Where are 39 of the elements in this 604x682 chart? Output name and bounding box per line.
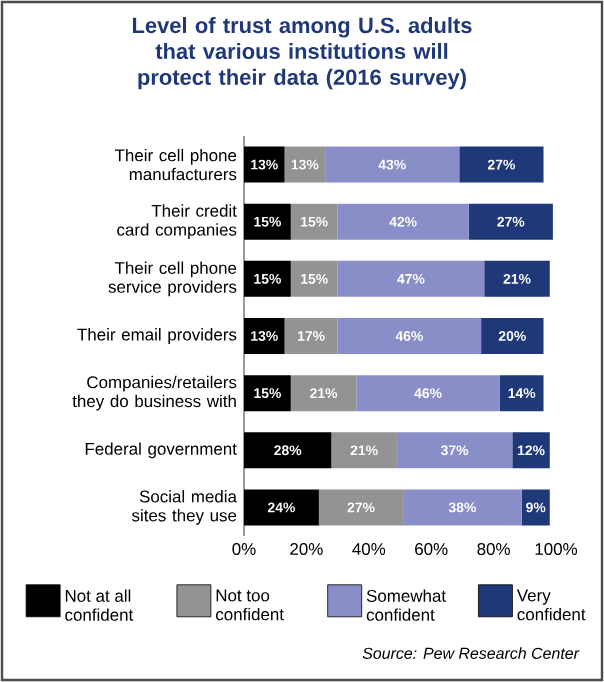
bar [403,489,522,526]
bar [290,260,338,297]
bar [356,375,500,412]
bar [481,318,544,355]
bar [499,375,544,412]
x-tick-label: 100% [535,543,578,556]
bar [459,146,544,183]
y-tick-label: Their credit card companies [117,204,237,240]
y-tick-label: Companies/retailers they do business with [72,375,237,411]
bar [468,203,553,240]
legend-label: Not too confident [216,589,284,621]
bar [318,489,404,526]
y-tick-label: Social media sites they use [131,490,237,525]
bar [512,432,550,469]
bar [337,203,469,240]
bar [290,203,338,240]
bar [325,146,460,183]
bar [396,432,513,469]
x-tick-label: 60% [415,543,448,556]
x-tick-label: 0% [232,543,256,556]
x-tick-label: 80% [477,543,510,556]
x-tick-label: 40% [352,543,386,556]
bar [284,146,326,183]
y-tick-label: Federal government [85,442,237,459]
bar [337,318,482,355]
legend-label: Somewhat confident [366,589,446,621]
y-tick-label: Their cell phone service providers [108,261,237,297]
bar [337,260,485,297]
chart-title: Level of trust among U.S. adults that various institutions will protect their data (2016 survey) [132,17,472,90]
bar [521,489,550,526]
y-tick-label: Their email providers [77,328,237,344]
bar [331,432,397,469]
legend-label: Very confident [516,589,586,621]
legend-label: Not at all confident [65,589,134,621]
x-tick-label: 20% [290,543,323,556]
bar [484,260,550,297]
y-tick-label: Their cell phone manufacturers [114,148,237,181]
bar [284,318,338,355]
bar [290,375,357,412]
